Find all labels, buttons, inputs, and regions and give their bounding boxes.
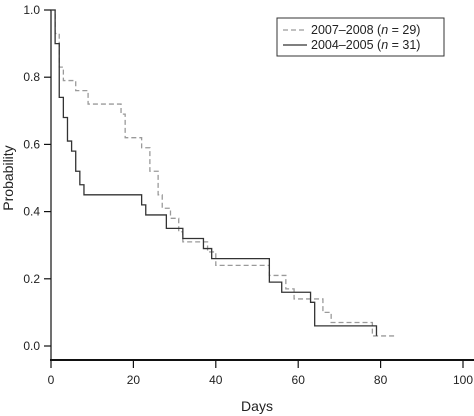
x-tick-label: 80 [374, 373, 388, 387]
x-axis-title: Days [241, 398, 273, 414]
legend-label: 2004–2005 (n = 31) [311, 38, 420, 52]
y-tick-label: 0.2 [23, 272, 40, 286]
x-tick-label: 60 [292, 373, 306, 387]
legend-label: 2007–2008 (n = 29) [311, 23, 420, 37]
y-ticks: 0.0 0.2 0.4 0.6 0.8 1.0 [23, 3, 51, 353]
x-tick-label: 20 [127, 373, 141, 387]
legend: 2007–2008 (n = 29)2004–2005 (n = 31) [276, 17, 445, 57]
y-tick-label: 0.0 [23, 339, 40, 353]
y-axis-title: Probability [0, 145, 16, 210]
y-tick-label: 0.4 [23, 205, 40, 219]
y-tick-label: 0.6 [23, 137, 40, 151]
series-line-solid [51, 9, 378, 336]
x-tick-label: 100 [453, 373, 473, 387]
series-layer [51, 9, 398, 337]
y-tick-label: 0.8 [23, 70, 40, 84]
y-tick-label: 1.0 [23, 3, 40, 17]
series-line-dashed [51, 9, 398, 337]
axes [50, 10, 474, 361]
x-ticks: 0 20 40 60 80 100 [48, 360, 473, 387]
x-tick-label: 0 [48, 373, 55, 387]
x-tick-label: 40 [209, 373, 223, 387]
legend-box [276, 17, 445, 57]
